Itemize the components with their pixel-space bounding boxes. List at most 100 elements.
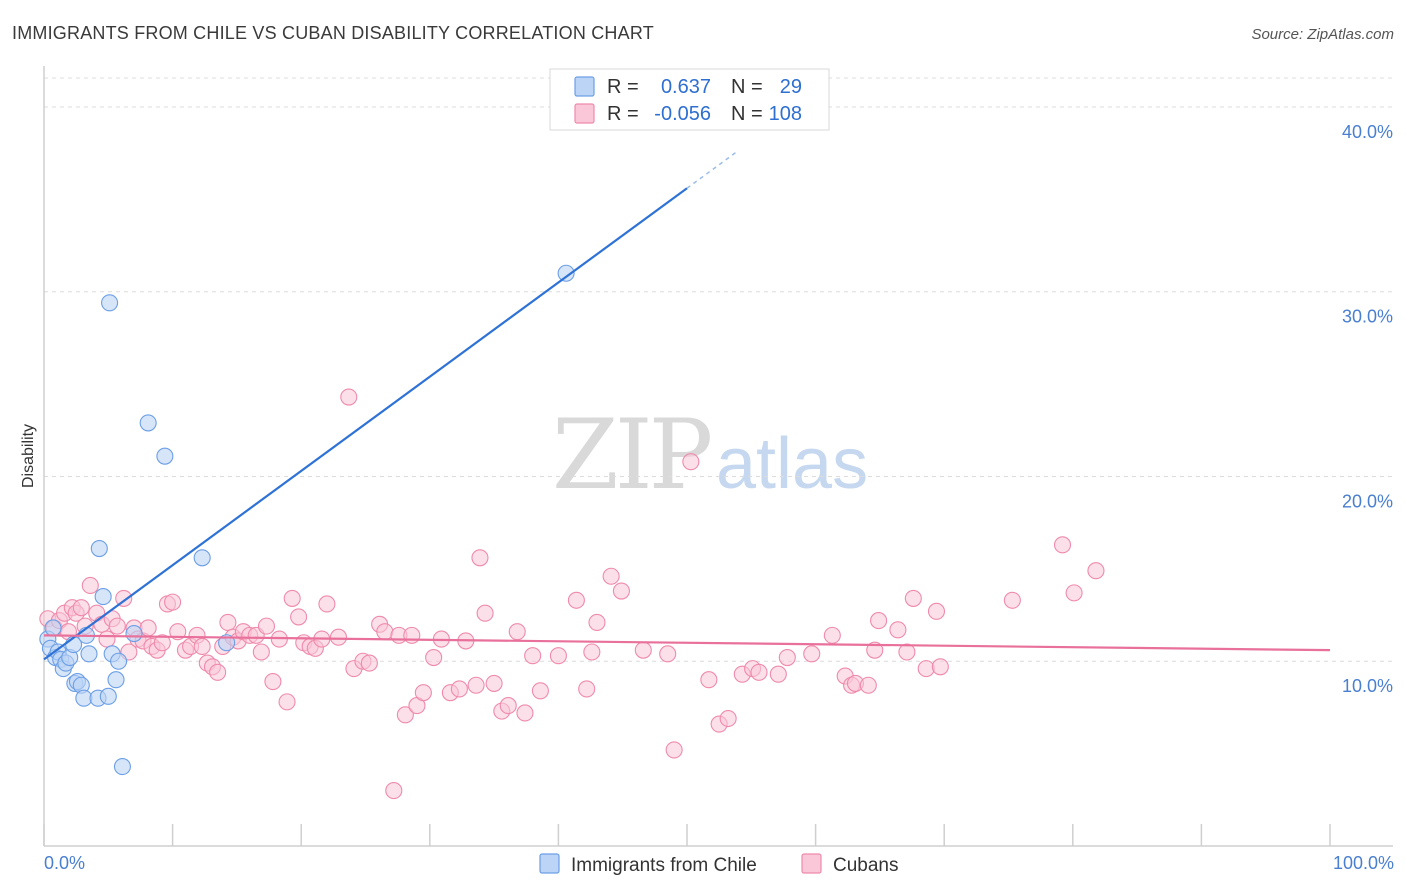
point-cubans-112 <box>927 602 946 620</box>
point-cubans-71 <box>467 676 485 694</box>
point-chile-20 <box>101 294 119 312</box>
trend-line-chile <box>43 187 688 661</box>
point-cubans-65 <box>414 684 432 702</box>
point-cubans-107 <box>870 612 888 630</box>
point-chile-28 <box>193 549 211 567</box>
point-chile-2 <box>44 619 62 637</box>
point-cubans-74 <box>485 674 503 692</box>
point-cubans-94 <box>719 709 737 728</box>
point-cubans-72 <box>471 549 489 567</box>
point-cubans-83 <box>578 680 596 698</box>
point-chile-24 <box>113 758 131 776</box>
point-cubans-57 <box>360 654 378 672</box>
x-tick-label-min: 0.0% <box>44 853 85 873</box>
legend-n-label-chile: N = <box>731 76 763 98</box>
point-cubans-100 <box>803 645 821 663</box>
point-chile-27 <box>156 447 174 465</box>
legend-r-label-chile: R = <box>607 76 639 98</box>
point-cubans-46 <box>283 589 301 607</box>
legend-swatch-chile <box>574 76 595 97</box>
point-cubans-69 <box>450 680 468 698</box>
point-cubans-53 <box>329 628 348 646</box>
point-chile-14 <box>80 645 98 663</box>
point-chile-19 <box>99 687 117 705</box>
stats-legend: R = 0.637 N = 29 R = -0.056 N = 108 <box>549 68 830 131</box>
series-legend-swatch-chile <box>539 853 560 874</box>
point-cubans-80 <box>531 682 549 700</box>
point-cubans-84 <box>583 643 601 661</box>
point-cubans-23 <box>153 634 171 652</box>
point-cubans-42 <box>257 617 276 635</box>
trend-line-chile-extension <box>686 149 739 189</box>
point-cubans-77 <box>508 623 526 641</box>
point-cubans-99 <box>778 648 796 667</box>
point-cubans-25 <box>164 593 182 611</box>
source-label: Source: ZipAtlas.com <box>1251 26 1394 43</box>
legend-r-label-cubans: R = <box>607 103 639 125</box>
legend-n-label-cubans: N = <box>731 103 763 125</box>
point-cubans-47 <box>290 608 308 626</box>
point-cubans-110 <box>904 589 922 607</box>
point-cubans-78 <box>516 704 534 722</box>
point-cubans-113 <box>931 658 949 676</box>
point-cubans-97 <box>750 663 768 681</box>
point-cubans-79 <box>524 647 542 665</box>
point-cubans-59 <box>376 623 394 641</box>
point-cubans-117 <box>1087 562 1105 580</box>
y-axis-label: Disability <box>20 424 37 488</box>
series-legend-label-cubans: Cubans <box>833 855 899 876</box>
point-chile-16 <box>90 539 108 558</box>
point-cubans-85 <box>588 613 606 631</box>
y-tick-label-10: 10.0% <box>1342 676 1393 696</box>
point-cubans-63 <box>403 626 421 644</box>
point-cubans-45 <box>278 693 296 711</box>
point-chile-26 <box>139 414 157 432</box>
point-cubans-108 <box>889 621 907 639</box>
point-cubans-33 <box>209 663 227 681</box>
gridlines <box>44 77 1393 662</box>
legend-r-value-cubans: -0.056 <box>654 103 711 125</box>
y-tick-labels: 10.0% 20.0% 30.0% 40.0% <box>1342 122 1393 696</box>
point-cubans-43 <box>264 673 282 691</box>
y-tick-label-40: 40.0% <box>1342 122 1393 142</box>
point-cubans-82 <box>567 591 585 609</box>
series-chile-points <box>39 264 575 776</box>
point-chile-29 <box>218 634 236 652</box>
point-cubans-60 <box>385 782 403 800</box>
axes <box>43 66 1393 847</box>
point-cubans-115 <box>1053 536 1072 554</box>
point-cubans-14 <box>108 617 126 635</box>
point-cubans-89 <box>659 645 677 663</box>
point-cubans-52 <box>318 595 336 613</box>
point-cubans-15 <box>115 589 133 607</box>
legend-r-value-chile: 0.637 <box>661 76 711 98</box>
legend-swatch-cubans <box>574 103 595 124</box>
stats-legend-box <box>549 68 830 131</box>
point-cubans-86 <box>602 567 620 585</box>
point-cubans-81 <box>549 647 567 665</box>
point-cubans-30 <box>193 637 211 656</box>
trend-line-cubans <box>43 634 1331 652</box>
watermark-atlas: atlas <box>716 424 868 504</box>
point-cubans-105 <box>859 676 877 694</box>
point-cubans-73 <box>476 604 494 622</box>
point-chile-30 <box>557 264 575 282</box>
point-chile-25 <box>125 624 143 643</box>
point-cubans-26 <box>169 623 187 641</box>
point-cubans-98 <box>769 665 787 683</box>
point-cubans-76 <box>499 697 517 715</box>
trend-lines <box>43 149 1331 661</box>
point-cubans-106 <box>866 641 884 659</box>
chart-title: IMMIGRANTS FROM CHILE VS CUBAN DISABILIT… <box>12 23 654 43</box>
y-tick-label-20: 20.0% <box>1342 491 1393 511</box>
point-chile-17 <box>94 588 112 606</box>
point-cubans-90 <box>665 741 683 759</box>
point-cubans-116 <box>1065 584 1083 602</box>
point-cubans-9 <box>81 576 99 595</box>
point-cubans-91 <box>682 453 700 471</box>
point-cubans-101 <box>823 626 841 644</box>
point-cubans-66 <box>425 648 443 667</box>
series-legend-swatch-cubans <box>801 853 822 874</box>
point-cubans-62 <box>396 706 414 724</box>
